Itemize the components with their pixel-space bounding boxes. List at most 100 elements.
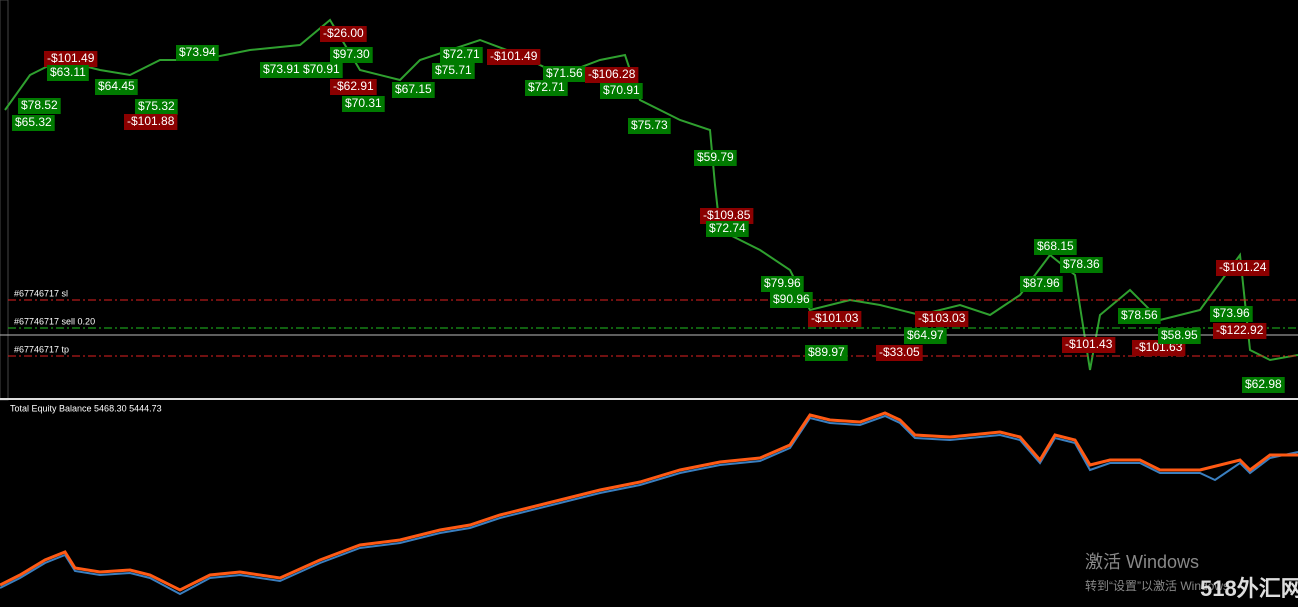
trade-label: $64.45 <box>95 79 138 95</box>
trade-label-box <box>1060 257 1103 273</box>
trade-label: $89.97 <box>805 345 848 361</box>
trade-label: $78.36 <box>1060 257 1103 273</box>
trade-label: $97.30 <box>330 47 373 63</box>
trade-label-box <box>487 49 541 65</box>
trade-label-box <box>628 118 671 134</box>
trade-label-text: -$62.91 <box>333 79 374 93</box>
trade-label-box <box>95 79 138 95</box>
trade-label: -$26.00 <box>320 26 367 42</box>
trade-label: $72.71 <box>440 47 483 63</box>
trade-label: $73.94 <box>176 45 219 61</box>
trade-label-text: $71.56 <box>546 66 583 80</box>
trade-label-text: $72.71 <box>528 80 565 94</box>
indicator-title: Total Equity Balance 5468.30 5444.73 <box>10 403 162 413</box>
trade-label: $72.74 <box>706 221 749 237</box>
trade-label-text: -$33.05 <box>879 345 920 359</box>
trade-labels: -$26.00-$101.49$63.11$78.52$65.32$64.45$… <box>12 26 1285 393</box>
trade-label-text: $65.32 <box>15 115 52 129</box>
trade-label-text: $75.32 <box>138 99 175 113</box>
trade-label: $63.11 <box>47 65 89 81</box>
trade-label-text: -$101.43 <box>1065 337 1113 351</box>
trade-label: -$33.05 <box>876 345 923 361</box>
trade-label: $62.98 <box>1242 377 1285 393</box>
trade-label: $68.15 <box>1034 239 1077 255</box>
trade-label-box <box>44 51 98 67</box>
trade-label: $64.97 <box>904 328 947 344</box>
trade-label: -$106.28 <box>585 67 639 83</box>
trade-label-text: -$101.24 <box>1219 260 1267 274</box>
trade-label: $65.32 <box>12 115 55 131</box>
trade-label-text: $62.98 <box>1245 377 1282 391</box>
trade-label: $71.56 <box>543 66 586 82</box>
trade-label-box <box>18 98 61 114</box>
trade-label-text: $97.30 <box>333 47 370 61</box>
trade-label: $75.71 <box>432 63 475 79</box>
trade-label-text: -$101.88 <box>127 114 175 128</box>
trade-label-text: -$101.49 <box>490 49 538 63</box>
trade-label-box <box>1034 239 1077 255</box>
watermark-subtitle: 转到“设置”以激活 Windows <box>1085 578 1229 593</box>
trade-label-box <box>543 66 586 82</box>
trade-label: $72.71 <box>525 80 568 96</box>
equity-line <box>0 414 1298 596</box>
trade-label-box <box>12 115 55 131</box>
trade-label: $73.91 <box>260 62 303 78</box>
trade-label: $90.96 <box>770 292 813 308</box>
trade-label-text: -$101.49 <box>47 51 95 65</box>
trade-label-text: $59.79 <box>697 150 734 164</box>
left-edge <box>0 0 9 401</box>
trade-label-box <box>47 65 89 81</box>
trade-label-text: $90.96 <box>773 292 810 306</box>
trade-label-text: -$101.03 <box>811 311 859 325</box>
trade-label-box <box>904 328 947 344</box>
trade-label: $79.96 <box>761 276 804 292</box>
trade-label-text: $67.15 <box>395 82 432 96</box>
trade-label: $78.52 <box>18 98 61 114</box>
trade-label-box <box>805 345 848 361</box>
site-logo: 518外汇网 <box>1200 576 1298 601</box>
trade-label: -$103.03 <box>915 311 969 327</box>
trade-label-text: $68.15 <box>1037 239 1074 253</box>
trade-label-text: $78.52 <box>21 98 58 112</box>
trade-label: -$101.43 <box>1062 337 1116 353</box>
trade-label-box <box>432 63 475 79</box>
trade-label-text: -$106.28 <box>588 67 636 81</box>
trade-label-box <box>330 79 377 95</box>
trade-label-box <box>124 114 178 130</box>
trade-label-box <box>585 67 639 83</box>
trade-label-box <box>392 82 435 98</box>
trade-label-text: $87.96 <box>1023 276 1060 290</box>
trade-label-box <box>320 26 367 42</box>
trade-label-box <box>808 311 862 327</box>
trade-label-box <box>1158 328 1201 344</box>
trade-label-box <box>260 62 303 78</box>
trade-label-box <box>1210 306 1253 322</box>
trade-label: $87.96 <box>1020 276 1063 292</box>
trade-label-box <box>1062 337 1116 353</box>
trade-label: -$101.03 <box>808 311 862 327</box>
trade-label-text: $75.71 <box>435 63 472 77</box>
trade-label-text: -$122.92 <box>1216 323 1264 337</box>
trade-label-text: $72.74 <box>709 221 746 235</box>
trade-label-box <box>135 99 178 115</box>
trade-label-box <box>1242 377 1285 393</box>
trade-label: -$101.88 <box>124 114 178 130</box>
order-label: #67746717 sl <box>14 288 68 298</box>
trade-label-text: -$26.00 <box>323 26 364 40</box>
order-lines: #67746717 sl #67746717 sell 0.20 #67746717… <box>8 288 1298 357</box>
trade-label: $59.79 <box>694 150 737 166</box>
order-label: #67746717 tp <box>14 344 69 354</box>
trade-label: -$101.49 <box>44 51 98 67</box>
trade-label: $70.31 <box>342 96 385 112</box>
trade-label-box <box>915 311 969 327</box>
trade-label: -$101.24 <box>1216 260 1270 276</box>
trade-label: $75.73 <box>628 118 671 134</box>
trade-label-box <box>300 62 343 78</box>
trade-label-text: $75.73 <box>631 118 668 132</box>
trade-label: $67.15 <box>392 82 435 98</box>
trade-label-text: -$103.03 <box>918 311 966 325</box>
trade-label-text: $73.91 <box>263 62 300 76</box>
trade-label-box <box>1213 323 1267 339</box>
